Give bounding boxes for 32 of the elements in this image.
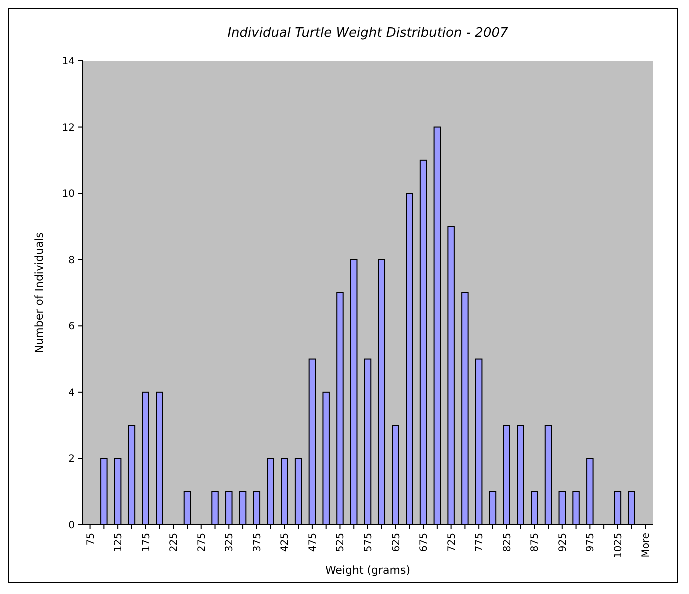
x-tick-label: 775 <box>474 533 486 552</box>
x-tick-label: 975 <box>586 533 597 552</box>
x-tick-label: 625 <box>391 533 402 552</box>
y-tick-label: 10 <box>62 189 75 200</box>
x-tick-label: 325 <box>224 533 236 552</box>
x-tick-label: 275 <box>196 533 208 552</box>
x-tick-label: 175 <box>141 533 152 552</box>
x-tick-label: 1025 <box>613 533 624 558</box>
x-tick-label: 225 <box>169 533 180 552</box>
y-tick-label: 4 <box>68 388 75 399</box>
x-tick-label: 725 <box>446 533 458 552</box>
x-tick-label: 75 <box>86 533 97 546</box>
x-tick-label: More <box>641 533 652 558</box>
x-axis-title: Weight (grams) <box>325 564 411 577</box>
y-tick-label: 12 <box>62 122 75 134</box>
y-tick-label: 8 <box>68 255 75 266</box>
x-tick-label: 125 <box>114 533 125 552</box>
y-tick-label: 2 <box>68 454 75 466</box>
y-tick-label: 0 <box>68 520 75 532</box>
x-tick-label: 375 <box>252 533 264 552</box>
x-tick-label: 475 <box>308 533 319 552</box>
x-tick-label: 825 <box>502 533 514 552</box>
x-tick-label: 575 <box>364 533 374 552</box>
x-tick-label: 675 <box>419 533 430 552</box>
y-axis-title: Number of Individuals <box>33 232 46 354</box>
x-tick-label: 925 <box>558 533 569 552</box>
y-tick-label: 6 <box>68 322 75 333</box>
x-tick-label: 875 <box>530 533 542 552</box>
y-tick-label: 14 <box>62 56 75 68</box>
x-tick-label: 525 <box>336 533 347 552</box>
x-tick-label: 425 <box>280 533 292 552</box>
chart-title: Individual Turtle Weight Distribution - 2007 <box>228 26 510 41</box>
